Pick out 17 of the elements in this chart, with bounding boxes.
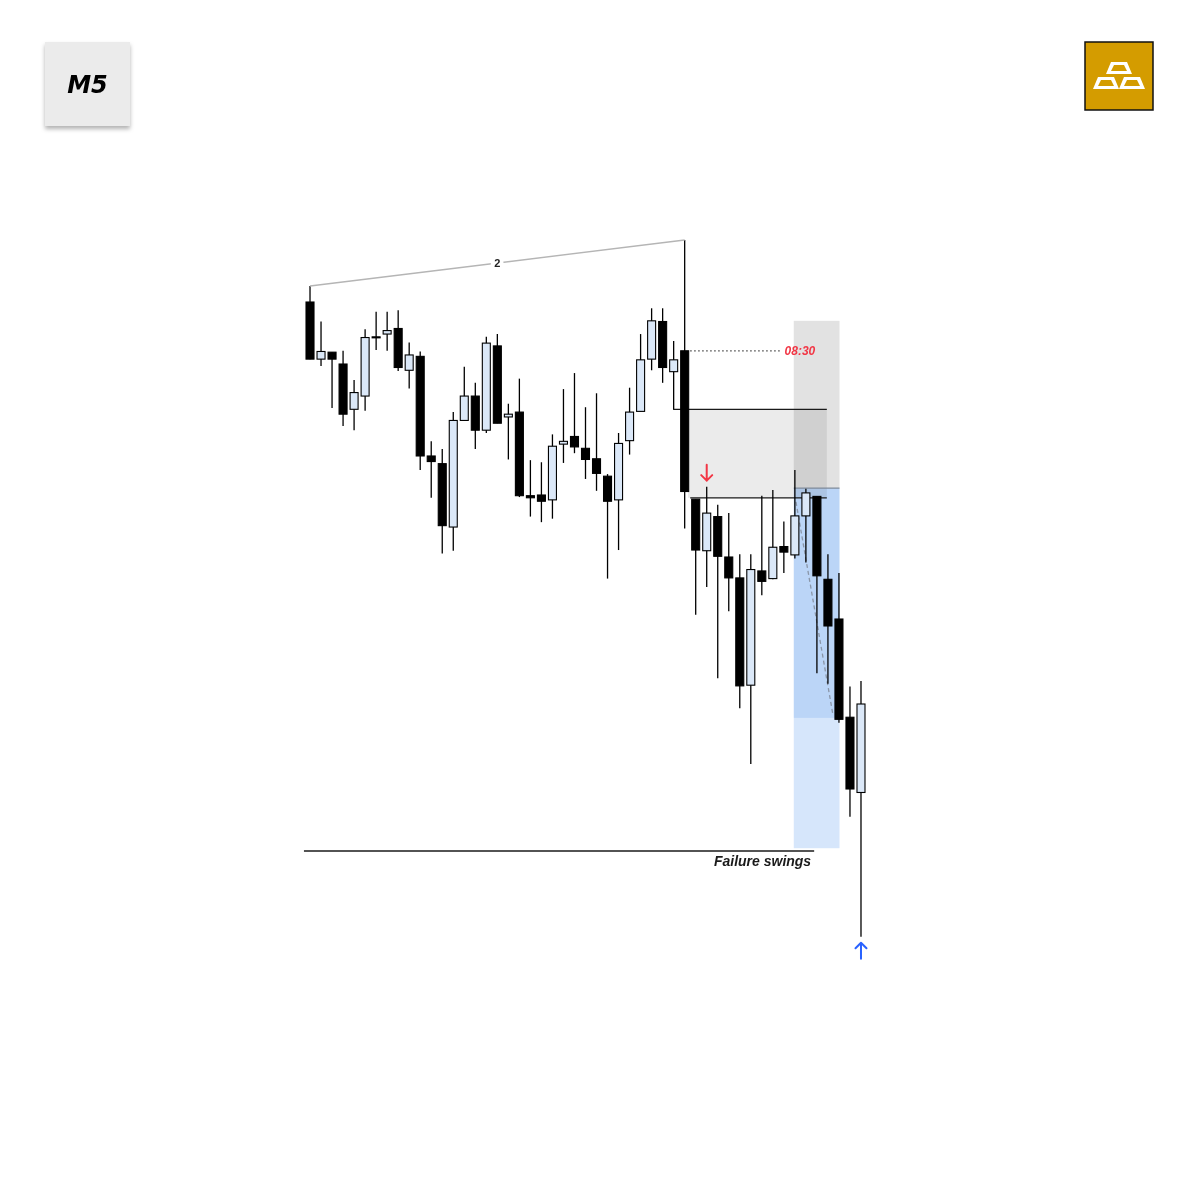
- ref-line-label: Failure swings: [713, 853, 812, 870]
- candlestick: [669, 340, 679, 410]
- candlestick: [404, 341, 414, 390]
- annotation: 2: [494, 256, 501, 269]
- candlestick: [525, 459, 535, 518]
- candlestick: [580, 406, 591, 480]
- candlestick: [591, 392, 602, 492]
- candlestick: [757, 495, 767, 596]
- candlestick: [724, 512, 734, 612]
- text: M5: [67, 71, 108, 99]
- candlestick: [503, 403, 513, 461]
- candlestick: [558, 388, 569, 464]
- candlestick: [569, 372, 580, 454]
- annotation: 08:30: [784, 343, 816, 358]
- candlestick: [536, 461, 546, 523]
- candlestick: [426, 440, 436, 499]
- candlestick: [382, 311, 392, 352]
